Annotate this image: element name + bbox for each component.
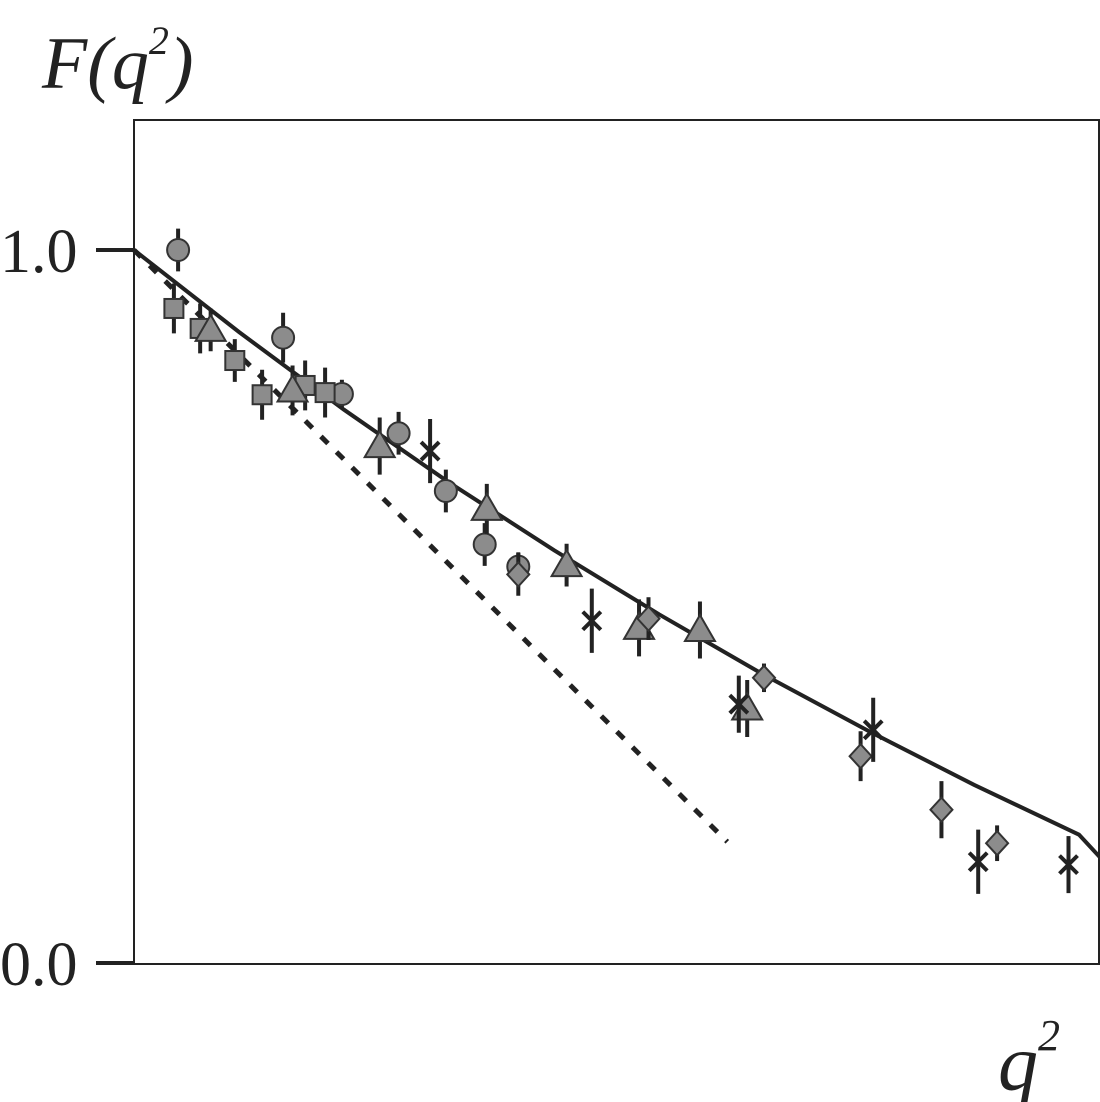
cross-marker: [581, 610, 603, 632]
x-axis-title: q2: [998, 1011, 1060, 1102]
cross-marker: [728, 693, 750, 715]
triangle-marker: [683, 613, 717, 643]
square-point-3: [251, 369, 273, 420]
cross-point-4: [967, 829, 989, 894]
diamond-marker: [848, 742, 873, 770]
y-axis-title: F(q2): [41, 18, 194, 105]
cross-marker: [967, 851, 989, 873]
circle-marker: [472, 532, 497, 557]
triangle-point-4: [549, 543, 584, 587]
circle-marker: [433, 478, 458, 503]
square-point-2: [224, 339, 246, 382]
circle-point-4: [433, 469, 458, 513]
diamond-point-3: [848, 731, 873, 782]
triangle-point-2: [362, 417, 397, 475]
cross-point-2: [728, 675, 750, 733]
y-tick-label-1: 0.0: [0, 931, 78, 999]
square-point-0: [163, 283, 185, 334]
circle-point-3: [386, 411, 411, 455]
cross-point-0: [419, 418, 441, 484]
fit-curves: [132, 248, 1100, 861]
square-marker: [163, 297, 185, 319]
circle-point-0: [166, 228, 191, 272]
triangle-point-1: [275, 365, 310, 416]
diamond-point-1: [636, 597, 661, 641]
plot-frame: [133, 119, 1100, 965]
square-marker: [314, 382, 336, 404]
diamond-marker: [505, 560, 531, 588]
y-axis-ticks: 1.0 0.0: [0, 218, 134, 999]
triangle-point-6: [683, 601, 717, 659]
y-tick-label-0: 1.0: [0, 218, 78, 286]
circle-marker: [386, 421, 411, 446]
diamond-marker: [984, 829, 1010, 857]
cross-point-5: [1058, 836, 1079, 894]
diamond-point-4: [929, 781, 954, 839]
diamond-marker: [636, 605, 661, 633]
x-axis-title-superscript: 2: [1038, 1011, 1060, 1060]
cross-marker: [1058, 854, 1079, 876]
data-points: [163, 228, 1079, 894]
square-point-5: [314, 367, 336, 418]
y-axis-title-superscript: 2: [149, 18, 169, 63]
circle-point-5: [472, 523, 497, 566]
triangle-marker: [193, 312, 228, 342]
triangle-marker: [275, 373, 310, 403]
square-marker: [251, 384, 273, 406]
cross-marker: [862, 719, 884, 741]
diamond-point-5: [984, 825, 1010, 862]
diamond-point-0: [505, 553, 531, 596]
triangle-point-0: [193, 308, 228, 352]
circle-marker: [271, 325, 296, 350]
cross-point-3: [862, 697, 884, 762]
triangle-marker: [549, 548, 584, 578]
diamond-marker: [751, 664, 777, 692]
triangle-point-3: [470, 483, 504, 534]
diamond-marker: [929, 796, 954, 824]
solid-fit-curve: [132, 248, 1100, 861]
circle-marker: [166, 238, 191, 262]
triangle-marker: [470, 491, 504, 521]
circle-point-2: [329, 379, 354, 409]
cross-point-1: [581, 588, 603, 653]
cross-marker: [419, 440, 441, 462]
triangle-marker: [362, 429, 397, 459]
diamond-point-2: [751, 663, 777, 693]
square-marker: [224, 350, 246, 372]
circle-point-1: [271, 312, 296, 363]
